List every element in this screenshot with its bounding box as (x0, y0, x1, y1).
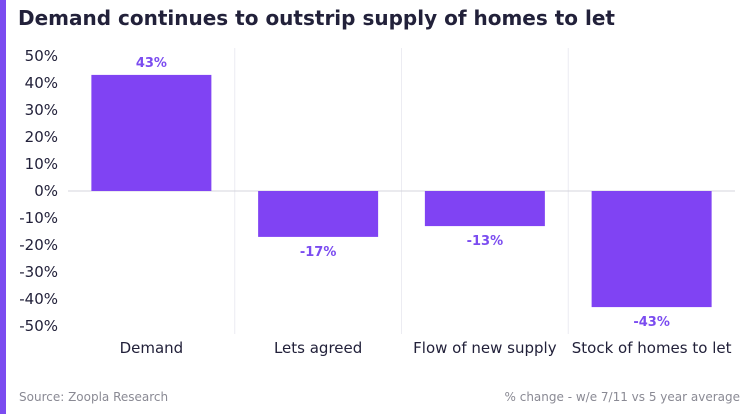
data-label: -13% (467, 234, 504, 249)
y-tick-label: -10% (19, 209, 58, 227)
measure-note: % change - w/e 7/11 vs 5 year average (504, 390, 740, 404)
data-label: 43% (136, 56, 167, 71)
x-category-label: Flow of new supply (413, 339, 557, 357)
y-tick-label: -40% (19, 290, 58, 308)
y-tick-label: 30% (25, 101, 58, 119)
x-category-label: Lets agreed (274, 339, 362, 357)
y-tick-label: -50% (19, 317, 58, 335)
y-tick-label: -20% (19, 236, 58, 254)
data-label: -43% (633, 315, 670, 330)
x-category-label: Demand (120, 339, 184, 357)
y-tick-label: 10% (25, 155, 58, 173)
y-tick-label: 20% (25, 128, 58, 146)
data-label: -17% (300, 245, 337, 260)
bar-flow-of-new-supply (424, 191, 545, 227)
y-tick-label: 40% (25, 74, 58, 92)
x-category-label: Stock of homes to let (572, 339, 732, 357)
chart-title: Demand continues to outstrip supply of h… (18, 6, 615, 30)
bar-demand (91, 74, 212, 191)
bar-stock-of-homes-to-let (591, 191, 712, 308)
source-note: Source: Zoopla Research (19, 390, 169, 404)
accent-bar (0, 0, 6, 414)
y-tick-label: -30% (19, 263, 58, 281)
y-tick-label: 0% (34, 182, 58, 200)
y-tick-label: 50% (25, 47, 58, 65)
bar-lets-agreed (258, 191, 379, 237)
